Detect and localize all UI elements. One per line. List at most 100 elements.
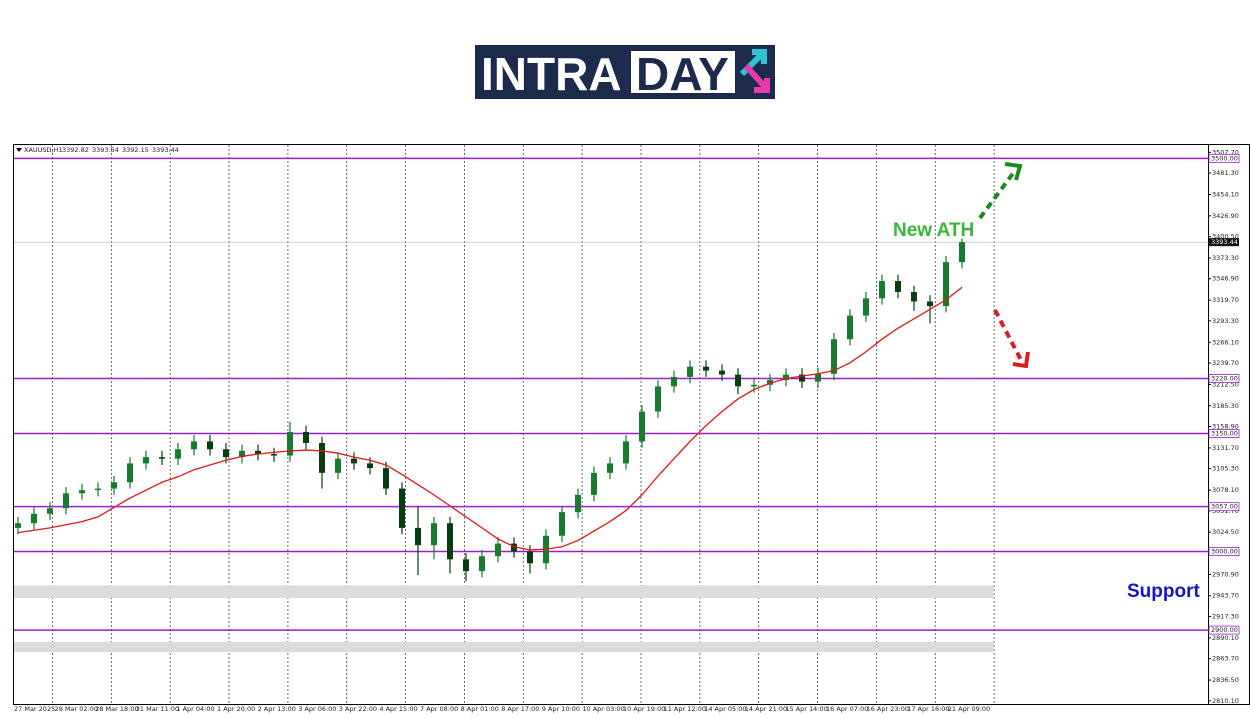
candle-body — [63, 493, 69, 509]
candle-body — [271, 453, 277, 456]
candle-body — [463, 559, 469, 572]
x-tick-label: 31 Mar 11:00 — [136, 705, 179, 713]
candle-body — [831, 339, 837, 374]
level-label-box — [1208, 625, 1240, 635]
annotation: Support — [1127, 581, 1200, 602]
y-tick-label: 3319.70 — [1212, 296, 1239, 304]
header-quote: 3392.82 3393.54 3392.15 3393.44 — [62, 146, 179, 154]
x-tick-label: 3 Apr 06:00 — [298, 705, 336, 713]
x-tick-label: 28 Mar 18:00 — [95, 705, 138, 713]
x-tick-label: 1 Apr 20:00 — [217, 705, 255, 713]
down-arrow — [993, 309, 1023, 361]
candle-body — [879, 281, 885, 299]
quote-value: 3392.15 — [122, 146, 149, 154]
quote-value: 3392.82 — [62, 146, 89, 154]
x-tick-label: 1 Apr 04:00 — [176, 705, 214, 713]
level-label-box — [1208, 547, 1240, 556]
last-price-box — [1209, 238, 1239, 247]
candle-body — [943, 262, 949, 307]
candle-body — [575, 494, 581, 513]
x-tick-label: 16 Apr 07:00 — [826, 705, 868, 713]
x-tick-label: 27 Mar 2025 — [14, 705, 55, 713]
level-label: 2900.00 — [1211, 626, 1238, 634]
candle-body — [671, 376, 677, 387]
x-tick-label: 14 Apr 05:00 — [704, 705, 746, 713]
y-tick-label: 3507.70 — [1212, 148, 1239, 156]
candle-body — [959, 242, 965, 263]
candle-body — [415, 527, 421, 546]
candle-body — [767, 380, 773, 385]
y-tick-label: 3426.90 — [1212, 212, 1239, 220]
candle-body — [351, 458, 357, 464]
candle-body — [207, 441, 213, 450]
candle-body — [79, 490, 85, 494]
candle-body — [479, 556, 485, 572]
x-tick-label: 17 Apr 16:00 — [907, 705, 949, 713]
candle-body — [623, 441, 629, 464]
candle-body — [399, 488, 405, 528]
y-tick-label: 2917.30 — [1212, 612, 1239, 620]
y-tick-label: 3239.70 — [1212, 359, 1239, 367]
level-label: 3500.00 — [1211, 154, 1238, 162]
logo-arrow — [743, 63, 770, 93]
y-tick-label: 2863.70 — [1212, 655, 1239, 663]
candle-body — [559, 512, 565, 536]
candle-body — [495, 543, 501, 557]
candle-body — [95, 488, 101, 491]
candle-body — [335, 458, 341, 473]
down-arrow-head — [1012, 351, 1030, 369]
up-arrow — [978, 170, 1016, 220]
quote-value: 3393.54 — [92, 146, 119, 154]
candle-body — [703, 366, 709, 371]
x-tick-label: 15 Apr 14:00 — [785, 705, 827, 713]
y-tick-label: 3293.30 — [1212, 317, 1239, 325]
axes: 3507.70 3481.30 3454.10 3426.90 3400.50 3373.… — [14, 148, 1240, 713]
chart-frame — [13, 144, 1250, 705]
candle-body — [191, 441, 197, 450]
x-tick-label: 7 Apr 08:00 — [420, 705, 458, 713]
y-tick-label: 2970.90 — [1212, 570, 1239, 578]
arrows — [978, 162, 1030, 369]
candle-body — [159, 457, 165, 459]
level-label-box — [1208, 502, 1240, 512]
logo-box — [631, 51, 735, 93]
y-tick-label: 3454.10 — [1212, 190, 1239, 198]
support-zone — [14, 641, 994, 653]
grid — [52, 145, 995, 704]
candle-body — [751, 384, 757, 387]
y-tick-label: 3105.30 — [1212, 465, 1239, 473]
candle-body — [927, 301, 933, 307]
candle-body — [447, 523, 453, 560]
y-tick-label: 3078.10 — [1212, 486, 1239, 494]
y-tick-label: 3346.90 — [1212, 275, 1239, 283]
x-tick-label: 2 Apr 13:00 — [258, 705, 296, 713]
candle-body — [367, 463, 373, 469]
candle-body — [607, 463, 613, 473]
candle-body — [223, 449, 229, 458]
candle-body — [287, 431, 293, 456]
moving-average — [17, 286, 963, 551]
candle-body — [239, 450, 245, 458]
y-tick-label: 3212.50 — [1212, 380, 1239, 388]
x-tick-label: 8 Apr 17:00 — [501, 705, 539, 713]
x-tick-label: 16 Apr 23:00 — [867, 705, 909, 713]
y-tick-label: 2943.70 — [1212, 592, 1239, 600]
candle-body — [319, 442, 325, 473]
y-tick-label: 2890.10 — [1212, 634, 1239, 642]
candle-body — [799, 374, 805, 382]
y-tick-label: 2810.10 — [1212, 697, 1239, 705]
y-tick-label: 3400.50 — [1212, 233, 1239, 241]
candle-body — [255, 450, 261, 454]
level-label: 3057.00 — [1211, 503, 1238, 511]
level-label: 3000.00 — [1211, 547, 1238, 555]
x-tick-label: 21 Apr 09:00 — [948, 705, 990, 713]
candle-body — [127, 463, 133, 483]
x-tick-label: 10 Apr 19:00 — [623, 705, 665, 713]
candle-body — [527, 551, 533, 564]
x-tick-label: 11 Apr 12:00 — [664, 705, 706, 713]
candle-body — [687, 366, 693, 377]
candle-body — [111, 482, 117, 489]
candle-body — [511, 543, 517, 552]
candle-body — [303, 431, 309, 443]
